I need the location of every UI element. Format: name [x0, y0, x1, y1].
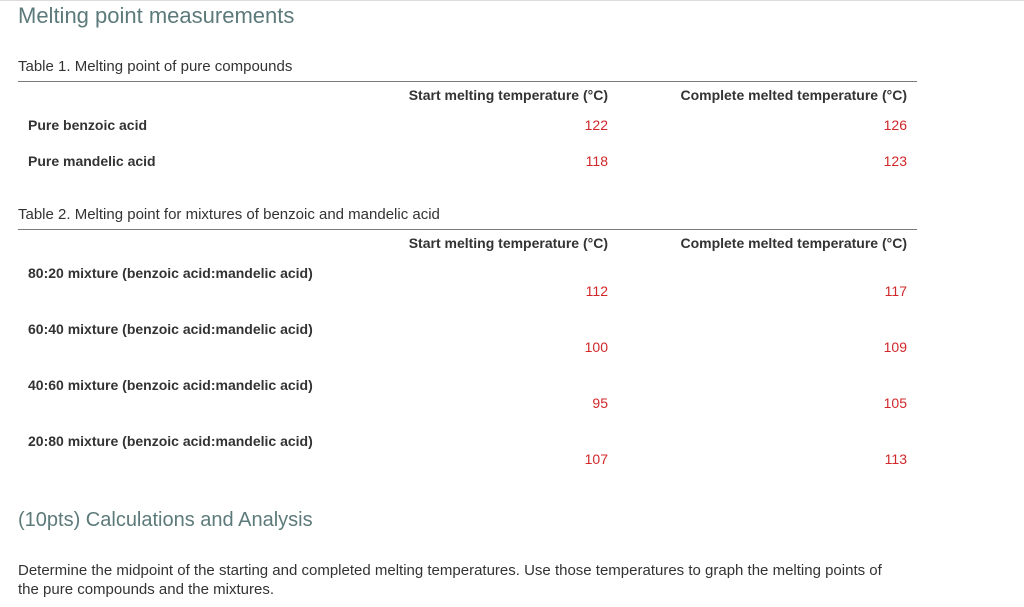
row-label: 80:20 mixture (benzoic acid:mandelic aci…: [28, 265, 313, 281]
analysis-instructions: Determine the midpoint of the starting a…: [18, 562, 882, 598]
table-row: Pure mandelic acid 118 123: [18, 148, 917, 184]
table-row: Pure benzoic acid 122 126: [18, 112, 917, 148]
complete-temp-value: 126: [883, 117, 907, 133]
analysis-title: (10pts) Calculations and Analysis: [18, 509, 313, 531]
complete-temp-value: 117: [884, 283, 907, 299]
table1-header-start: Start melting temperature (°C): [408, 87, 608, 103]
table2: Start melting temperature (°C) Complete …: [18, 229, 917, 486]
row-label: Pure benzoic acid: [28, 117, 148, 133]
start-temp-value: 118: [585, 153, 608, 169]
complete-temp-value: 109: [883, 339, 907, 355]
table-row: 60:40 mixture (benzoic acid:mandelic aci…: [18, 318, 917, 374]
start-temp-value: 95: [592, 395, 608, 411]
complete-temp-value: 123: [883, 153, 907, 169]
top-divider: [0, 0, 1024, 1]
table1-header-complete: Complete melted temperature (°C): [680, 87, 907, 103]
complete-temp-value: 113: [884, 451, 907, 467]
page-title: Melting point measurements: [18, 3, 295, 28]
row-label: 60:40 mixture (benzoic acid:mandelic aci…: [28, 321, 313, 337]
table2-header-complete: Complete melted temperature (°C): [680, 235, 907, 251]
complete-temp-value: 105: [883, 395, 907, 411]
row-label: 20:80 mixture (benzoic acid:mandelic aci…: [28, 433, 313, 449]
table-row: 80:20 mixture (benzoic acid:mandelic aci…: [18, 262, 917, 318]
table-row: 20:80 mixture (benzoic acid:mandelic aci…: [18, 430, 917, 486]
row-label: Pure mandelic acid: [28, 153, 156, 169]
table2-caption: Table 2. Melting point for mixtures of b…: [18, 206, 440, 223]
start-temp-value: 122: [584, 117, 608, 133]
table2-header-start: Start melting temperature (°C): [408, 235, 608, 251]
row-label: 40:60 mixture (benzoic acid:mandelic aci…: [28, 377, 313, 393]
start-temp-value: 100: [584, 339, 608, 355]
start-temp-value: 112: [585, 283, 608, 299]
start-temp-value: 107: [584, 451, 608, 467]
table1: Start melting temperature (°C) Complete …: [18, 81, 917, 184]
table-row: 40:60 mixture (benzoic acid:mandelic aci…: [18, 374, 917, 430]
table1-caption: Table 1. Melting point of pure compounds: [18, 58, 293, 75]
table2-header-row: Start melting temperature (°C) Complete …: [18, 230, 917, 262]
table1-header-row: Start melting temperature (°C) Complete …: [18, 82, 917, 112]
